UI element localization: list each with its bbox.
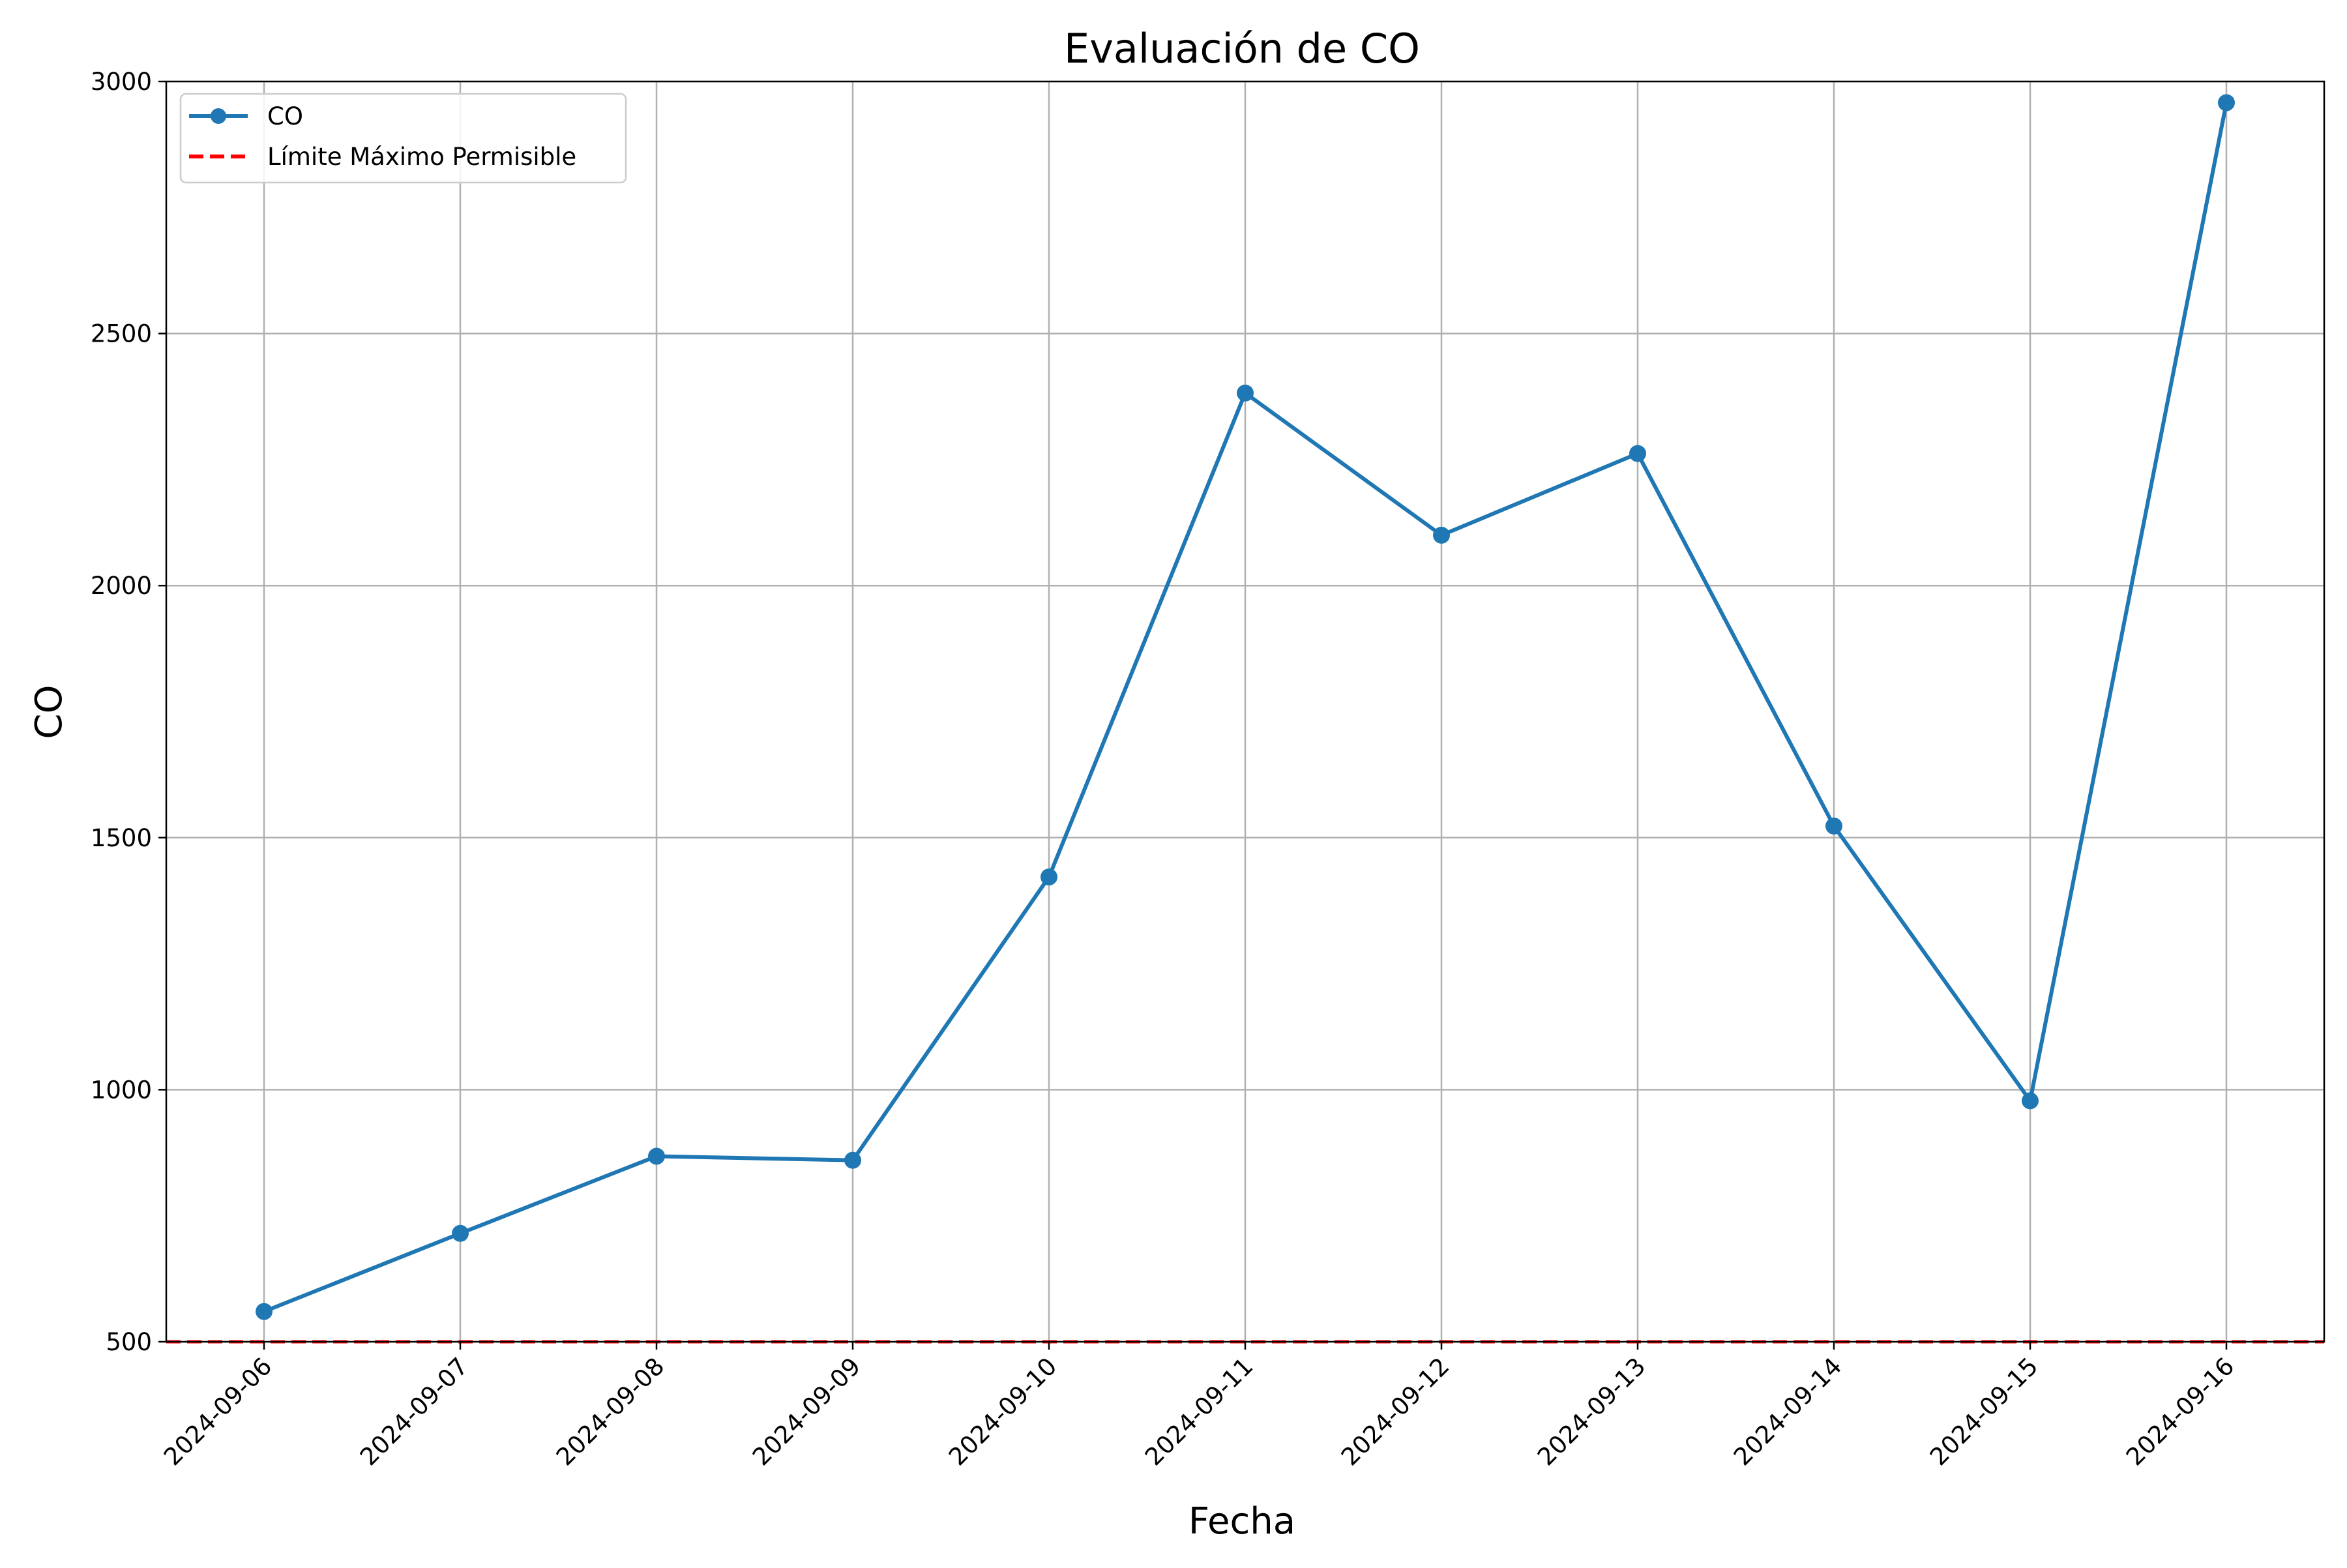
y-tick-label: 2500: [91, 320, 152, 348]
legend: CO Límite Máximo Permisible: [179, 93, 627, 184]
data-point: [1433, 526, 1450, 544]
y-tick-label: 2000: [91, 572, 152, 600]
legend-label-limit: Límite Máximo Permisible: [267, 143, 576, 171]
y-tick-label: 500: [106, 1328, 152, 1356]
y-axis-label: CO: [28, 685, 70, 739]
data-point: [452, 1224, 469, 1242]
data-point: [2218, 94, 2235, 111]
chart-title: Evaluación de CO: [1064, 25, 1420, 72]
data-point: [1825, 818, 1842, 835]
y-tick-label: 3000: [91, 68, 152, 96]
data-point: [256, 1303, 273, 1320]
series-layer: [256, 94, 2235, 1320]
data-point: [1041, 868, 1057, 886]
legend-box: [179, 93, 627, 184]
data-point: [2022, 1092, 2039, 1110]
data-point: [648, 1147, 665, 1165]
legend-label-co: CO: [267, 102, 303, 130]
y-tick-label: 1500: [91, 824, 152, 852]
data-point: [1629, 445, 1646, 462]
data-point: [844, 1151, 861, 1169]
x-axis-label: Fecha: [1188, 1500, 1295, 1543]
legend-marker-co: [211, 108, 226, 124]
data-point: [1237, 384, 1254, 402]
y-tick-label: 1000: [91, 1076, 152, 1104]
